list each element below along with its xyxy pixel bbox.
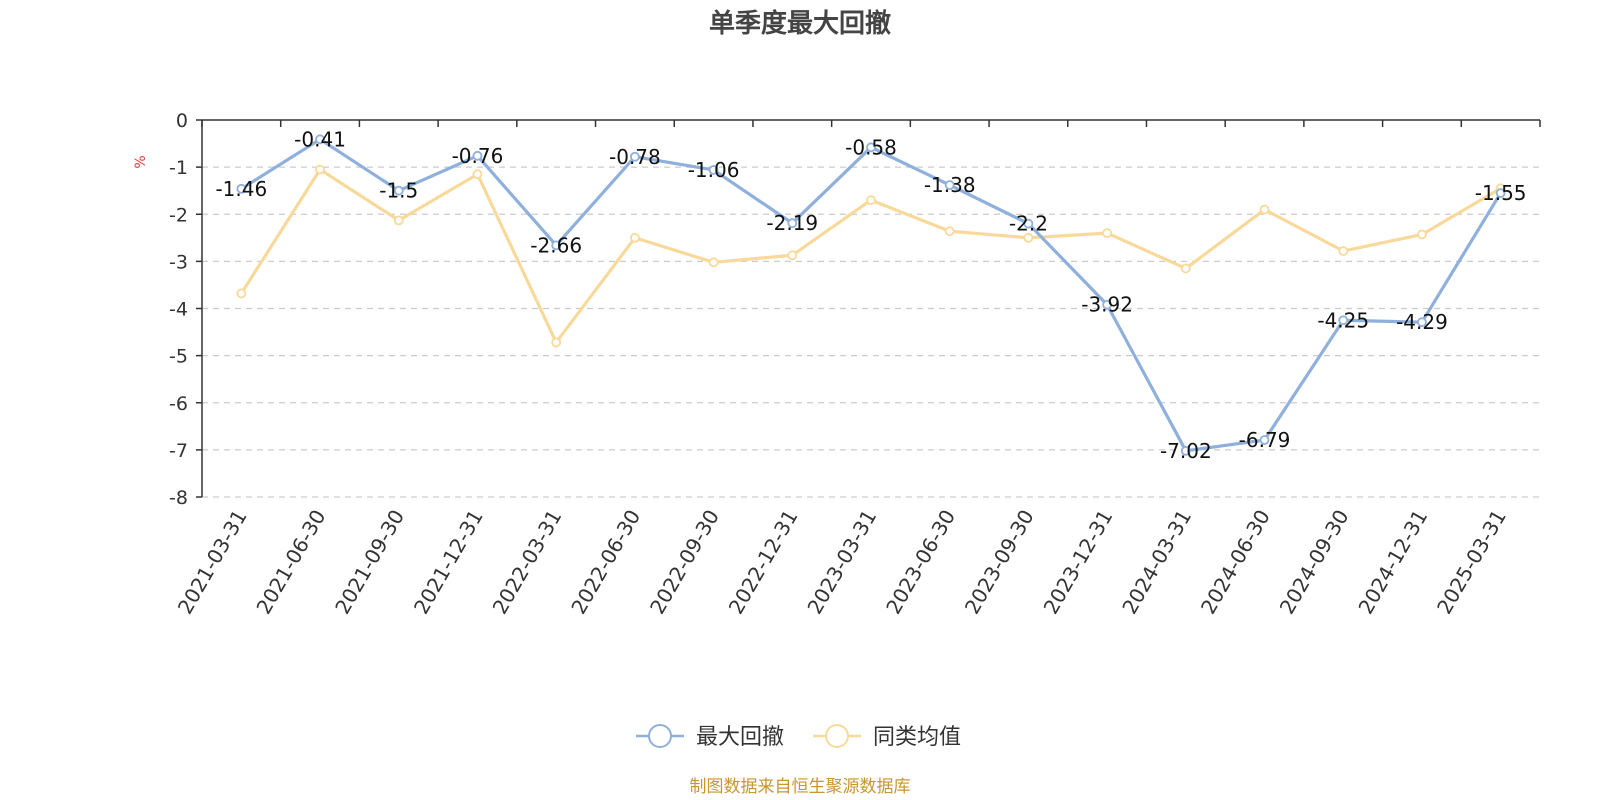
- data-label: -6.79: [1239, 428, 1291, 452]
- y-tick-label: -7: [169, 440, 188, 462]
- legend-label: 同类均值: [873, 725, 961, 750]
- data-point: [1102, 228, 1113, 239]
- x-tick-label: 2023-06-30: [881, 505, 960, 618]
- y-tick-label: -6: [169, 393, 188, 415]
- x-tick-label: 2023-03-31: [802, 506, 881, 619]
- x-tick-label: 2024-09-30: [1275, 506, 1354, 619]
- data-point: [1023, 218, 1034, 229]
- legend-marker: [825, 724, 849, 748]
- data-point: [787, 218, 798, 229]
- data-point: [551, 240, 562, 251]
- y-tick-label: -1: [169, 157, 188, 179]
- data-point: [787, 250, 798, 261]
- x-tick-label: 2024-03-31: [1117, 506, 1196, 619]
- data-point: [629, 232, 640, 243]
- data-point: [866, 195, 876, 206]
- data-point: [551, 337, 562, 348]
- x-tick-label: 2024-06-30: [1196, 506, 1275, 619]
- data-point: [472, 150, 483, 161]
- x-tick-label: 2022-09-30: [645, 506, 724, 619]
- legend-label: 最大回撤: [696, 725, 784, 750]
- x-tick-label: 2025-03-31: [1432, 506, 1511, 619]
- data-point: [944, 226, 955, 237]
- data-point: [708, 165, 719, 175]
- legend-item[interactable]: 最大回撤: [636, 724, 784, 750]
- data-point: [1338, 315, 1349, 326]
- data-point: [1180, 445, 1191, 456]
- data-point: [1259, 204, 1270, 215]
- data-point: [944, 180, 955, 190]
- data-label: -0.41: [294, 127, 346, 151]
- y-tick-label: -4: [169, 299, 188, 321]
- series-line: [240, 137, 1503, 453]
- legend-marker: [648, 724, 672, 748]
- source-note: 制图数据来自恒生聚源数据库: [690, 777, 911, 797]
- x-tick-label: 2024-12-31: [1353, 506, 1432, 619]
- data-point: [1180, 263, 1191, 274]
- data-label: -0.78: [609, 145, 661, 169]
- data-point: [236, 288, 247, 299]
- data-point: [393, 185, 404, 196]
- data-point: [472, 169, 483, 180]
- series-lines: [236, 134, 1506, 456]
- data-label: -1.55: [1475, 181, 1527, 205]
- data-label: -4.29: [1396, 310, 1448, 334]
- y-tick-label: 0: [176, 110, 188, 132]
- data-point: [315, 164, 325, 175]
- data-label: -3.92: [1081, 293, 1133, 317]
- data-label: -2.19: [766, 211, 818, 235]
- data-point: [1023, 232, 1034, 243]
- data-label: -2.2: [1009, 212, 1048, 236]
- data-label: -4.25: [1317, 308, 1369, 332]
- data-label: -2.66: [530, 233, 582, 257]
- x-tick-label: 2021-12-31: [409, 506, 488, 619]
- data-point: [1338, 246, 1349, 256]
- y-axis-unit-label: %: [133, 155, 149, 168]
- data-point: [315, 134, 325, 145]
- data-label: -1.38: [924, 173, 976, 197]
- data-point: [629, 151, 640, 162]
- data-point: [1417, 229, 1427, 240]
- data-point: [393, 215, 404, 226]
- x-tick-label: 2022-03-31: [488, 506, 567, 619]
- data-label: -1.06: [688, 158, 740, 182]
- grid-lines: [202, 166, 1540, 498]
- data-point: [1417, 317, 1427, 328]
- x-tick-label: 2022-12-31: [724, 506, 803, 619]
- data-point: [1259, 435, 1270, 445]
- data-label: -0.58: [845, 135, 897, 159]
- x-tick-label: 2021-03-31: [173, 506, 252, 619]
- x-tick-label: 2023-12-31: [1039, 506, 1118, 619]
- data-label: -1.5: [379, 179, 418, 203]
- data-point: [708, 257, 719, 268]
- data-point: [1102, 299, 1113, 310]
- y-tick-label: -2: [169, 204, 188, 226]
- data-label: -7.02: [1160, 439, 1212, 463]
- data-label: -1.46: [215, 177, 267, 201]
- y-tick-label: -8: [169, 487, 188, 509]
- legend[interactable]: 最大回撤 同类均值: [636, 724, 961, 750]
- data-labels: -1.46 -0.41 -1.5 -0.76 -2.66 -0.78 -1.06 -2.19 -…: [215, 127, 1526, 462]
- data-label: -0.76: [452, 144, 504, 168]
- data-point: [236, 183, 247, 194]
- y-tick-label: -5: [169, 346, 188, 368]
- y-tick-label: -3: [169, 251, 188, 273]
- x-tick-label: 2023-09-30: [960, 506, 1039, 619]
- data-point: [1495, 188, 1506, 198]
- x-tick-label: 2021-06-30: [251, 506, 330, 619]
- x-tick-label: 2022-06-30: [566, 506, 645, 619]
- data-point: [866, 142, 876, 153]
- legend-item[interactable]: 同类均值: [813, 724, 961, 750]
- x-tick-label: 2021-09-30: [330, 506, 409, 619]
- chart-title: 单季度最大回撤: [709, 8, 891, 39]
